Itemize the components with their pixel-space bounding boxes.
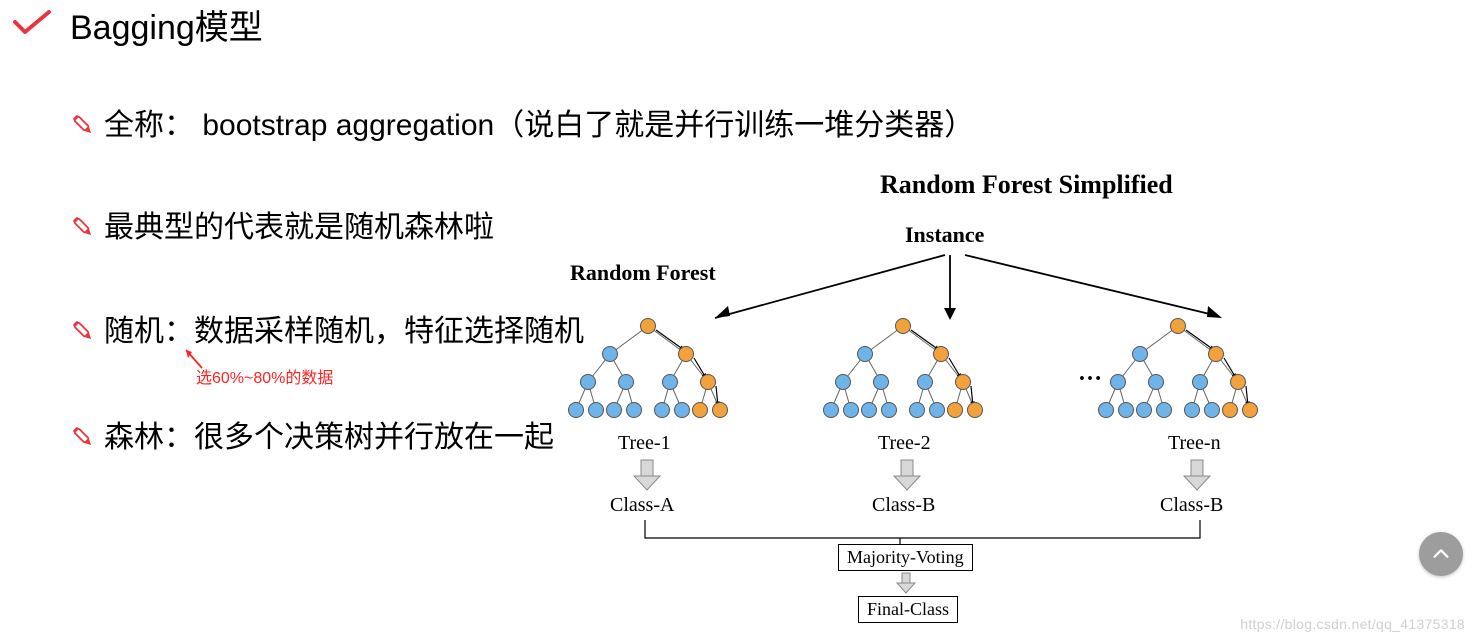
tree-n-label: Tree-n — [1168, 432, 1221, 455]
slide-root: Bagging模型 全称： bootstrap aggregation（说白了就… — [0, 0, 1479, 638]
watermark-text: https://blog.csdn.net/qq_41375318 — [1240, 616, 1465, 632]
tree-node — [1098, 402, 1114, 418]
down-arrow-1 — [632, 458, 662, 497]
tree-node — [1136, 402, 1152, 418]
tree-1-label: Tree-1 — [618, 432, 671, 455]
tree-node — [1242, 402, 1258, 418]
tree-node — [1192, 374, 1208, 390]
tree-node — [1204, 402, 1220, 418]
tree-node — [1118, 402, 1134, 418]
tree-2-label: Tree-2 — [878, 432, 931, 455]
class-3-label: Class-B — [1160, 494, 1223, 517]
tree-node — [1230, 374, 1246, 390]
tree-node — [1110, 374, 1126, 390]
down-arrow-3 — [1182, 458, 1212, 497]
final-class-box: Final-Class — [858, 596, 958, 623]
tree-node — [1208, 346, 1224, 362]
down-arrow-final — [896, 572, 916, 599]
class-1-label: Class-A — [610, 494, 674, 517]
tree-node — [1170, 318, 1186, 334]
tree-node — [1148, 374, 1164, 390]
class-2-label: Class-B — [872, 494, 935, 517]
tree-node — [1222, 402, 1238, 418]
tree-node — [1132, 346, 1148, 362]
down-arrow-2 — [892, 458, 922, 497]
majority-voting-box: Majority-Voting — [838, 544, 973, 571]
scroll-top-button[interactable] — [1419, 532, 1463, 576]
tree-node — [1156, 402, 1172, 418]
tree-node — [1184, 402, 1200, 418]
